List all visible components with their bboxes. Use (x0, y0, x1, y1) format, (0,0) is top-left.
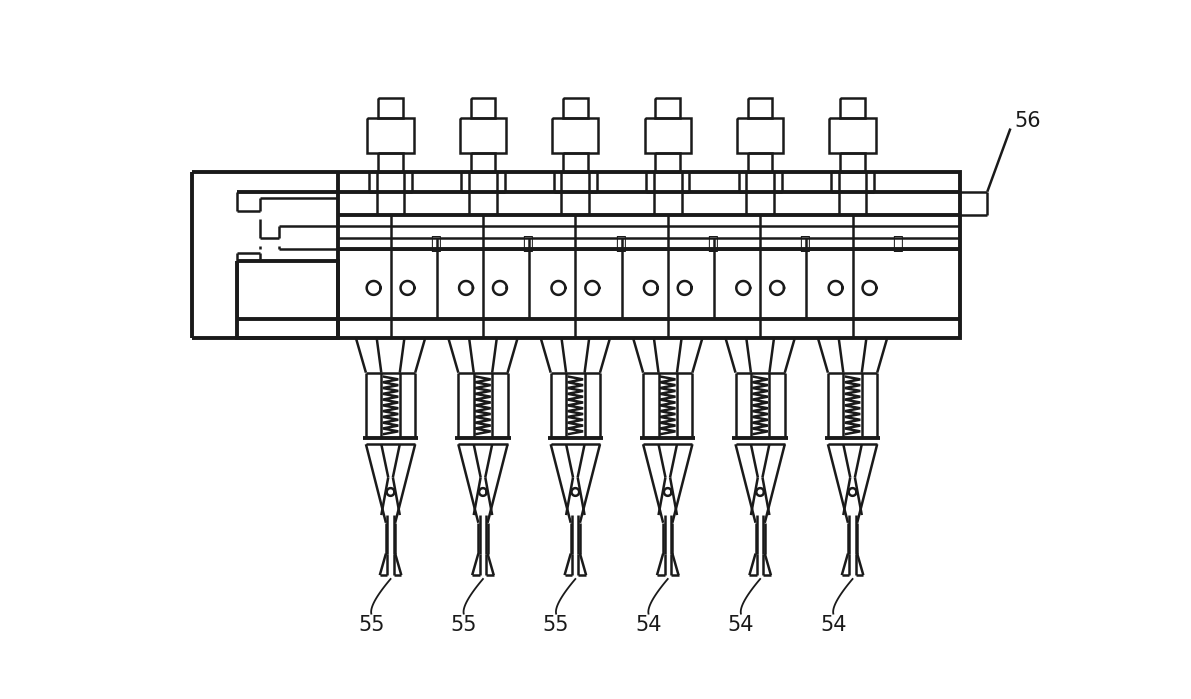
Text: 一: 一 (430, 235, 441, 252)
Text: 二: 二 (522, 235, 534, 252)
Text: 54: 54 (821, 615, 847, 635)
Text: 55: 55 (358, 615, 385, 635)
Text: 四: 四 (707, 235, 718, 252)
Text: 54: 54 (728, 615, 754, 635)
Text: 六: 六 (892, 235, 903, 252)
Text: 五: 五 (799, 235, 810, 252)
Text: 55: 55 (543, 615, 569, 635)
Text: 55: 55 (450, 615, 476, 635)
Text: 三: 三 (615, 235, 625, 252)
Text: 54: 54 (635, 615, 662, 635)
Text: 56: 56 (1015, 111, 1041, 131)
